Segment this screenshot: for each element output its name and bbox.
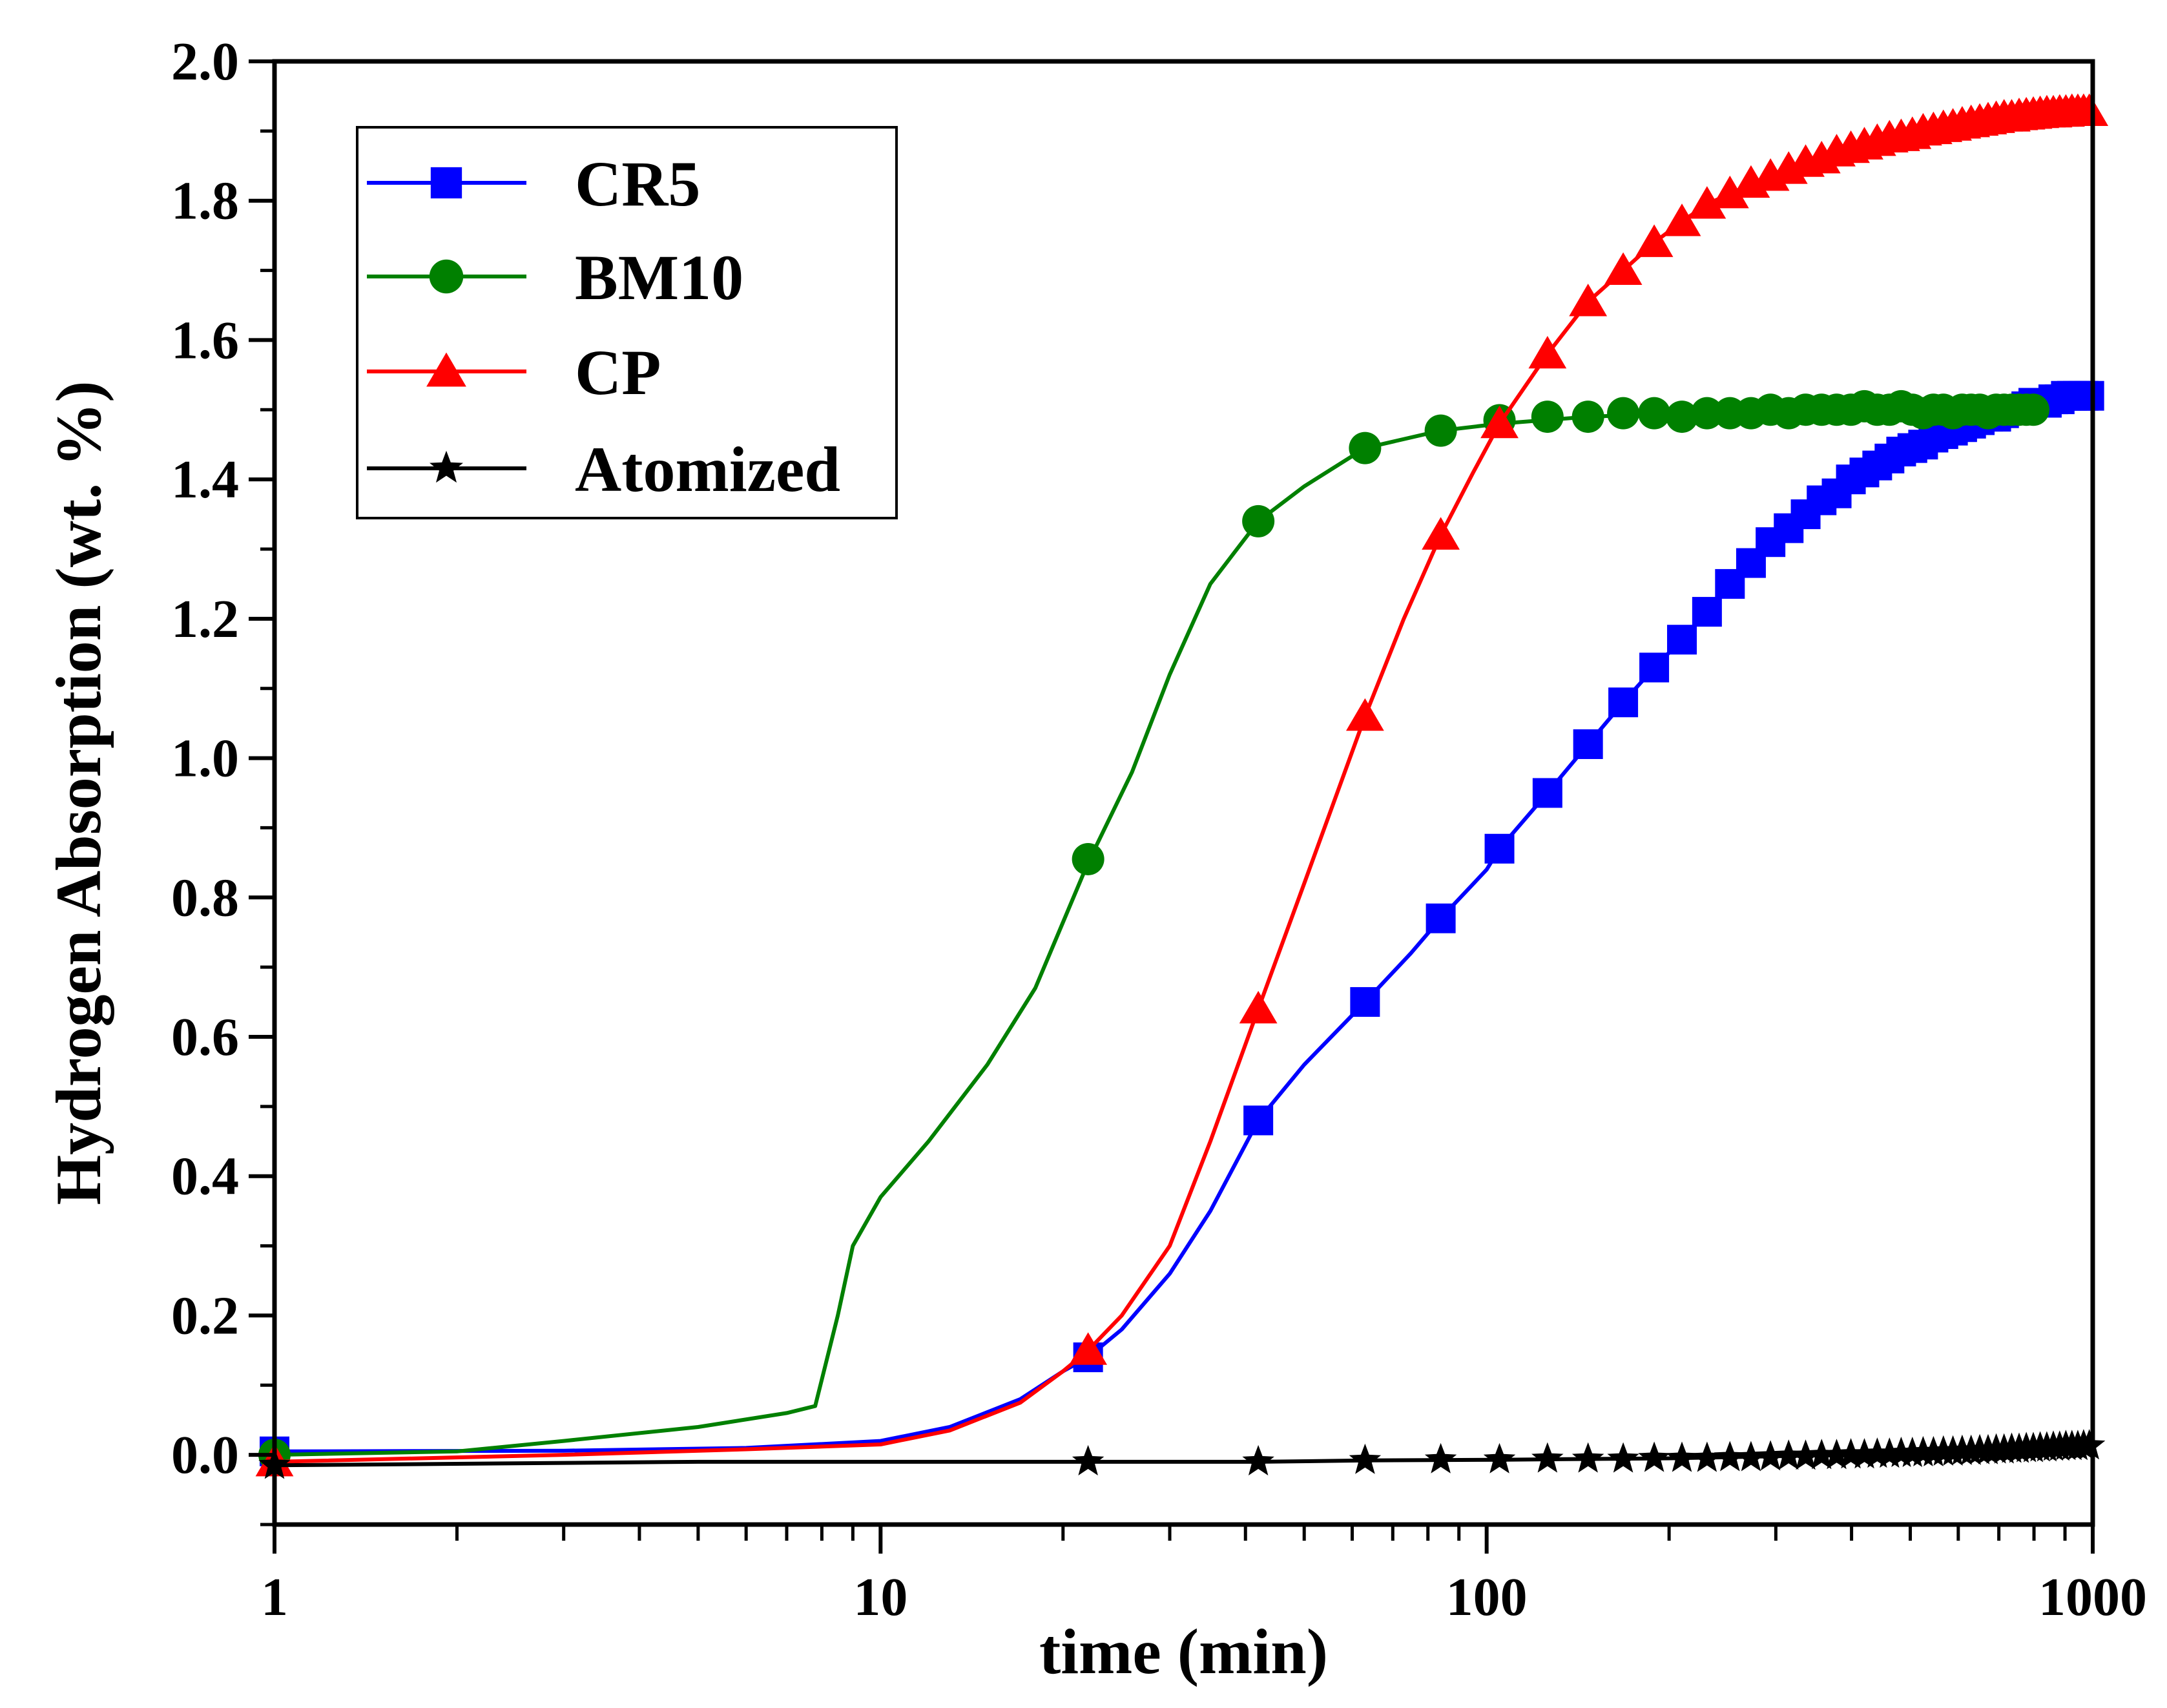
y-tick-label: 1.6 [171,310,239,370]
square-marker [2074,380,2104,411]
triangle-marker [1345,698,1384,731]
axes-layer: 0.0 0.2 0.4 0.6 0.8 1.0 1.2 1.4 1.6 1.8 2.0 1 10 100 1… [171,32,2147,1627]
star-marker [1820,1439,1853,1470]
legend-item-cp: CP [367,337,661,408]
circle-marker [1072,842,1104,875]
square-marker [1243,1105,1274,1136]
x-tick-label: 10 [853,1567,907,1627]
legend-item-cr5: CR5 [367,148,700,220]
triangle-marker [1480,405,1519,439]
star-marker [430,450,463,483]
circle-marker [1607,397,1640,430]
triangle-marker [1688,186,1726,219]
y-axis-title: Hydrogen Absorption (wt. %) [43,380,114,1205]
series-line [274,393,2093,1453]
legend-label: CR5 [575,148,700,220]
star-marker [1861,1437,1894,1468]
y-tick-label: 0.6 [171,1007,239,1067]
circle-marker [1242,505,1275,537]
star-marker [1571,1442,1604,1473]
square-marker [1667,625,1697,655]
triangle-marker [426,352,466,387]
plot-frame [272,59,2095,1527]
circle-marker [2017,393,2050,426]
star-marker [1805,1439,1838,1470]
series-atomized [258,1429,2106,1479]
series-line [274,408,2035,1457]
star-marker [1638,1441,1670,1472]
triangle-marker [1569,284,1608,317]
legend: CR5 BM10 CP Atomized [356,126,898,519]
y-tick-label: 0.8 [171,868,239,928]
star-marker [1691,1441,1723,1472]
star-marker [2073,1429,2106,1460]
triangle-marker [1635,224,1674,257]
square-marker [1484,833,1515,864]
circle-marker [1531,401,1564,433]
star-marker [1242,1444,1274,1475]
star-marker [1754,1440,1787,1471]
star-marker [1873,1437,1905,1468]
legend-label: CP [575,337,661,408]
triangle-marker [1663,203,1701,236]
square-marker [1350,987,1380,1017]
circle-marker [1571,401,1604,433]
legend-label: Atomized [575,433,840,505]
square-marker [430,167,462,199]
square-marker [1639,652,1670,683]
star-marker [1735,1441,1767,1472]
star-marker [1531,1442,1564,1473]
legend-label: BM10 [575,242,743,313]
y-tick-label: 0.4 [171,1147,239,1207]
square-marker [1608,687,1639,718]
x-axis-title: time (min) [1039,1616,1328,1687]
series-cr5 [260,380,2104,1466]
star-marker [1714,1441,1746,1472]
star-marker [1666,1441,1698,1472]
triangle-marker [1528,336,1567,369]
circle-marker [1349,432,1382,464]
y-tick-label: 1.4 [171,450,239,510]
star-marker [1834,1438,1867,1469]
legend-item-bm10: BM10 [367,242,743,313]
series-cp [255,93,2109,1477]
star-marker [1424,1442,1457,1474]
y-tick-label: 2.0 [171,32,239,92]
star-marker [1349,1443,1382,1474]
star-marker [1072,1444,1104,1475]
x-tick-label: 1 [261,1567,288,1627]
triangle-marker [1710,175,1749,209]
star-marker [1772,1439,1805,1470]
square-marker [1426,903,1456,933]
square-marker [1532,778,1562,808]
star-marker [1848,1438,1881,1469]
y-tick-label: 0.2 [171,1286,239,1346]
triangle-marker [2070,93,2109,127]
circle-marker [1666,401,1699,433]
circle-marker [1690,397,1723,430]
star-marker [1896,1437,1929,1467]
circle-marker [429,259,464,294]
square-marker [1692,597,1722,627]
triangle-marker [1239,990,1278,1024]
triangle-marker [1604,252,1643,285]
star-marker [1607,1442,1639,1473]
circle-marker [1424,414,1457,447]
series-layer [255,93,2109,1479]
y-tick-label: 0.0 [171,1425,239,1485]
x-tick-label: 1000 [2038,1567,2147,1627]
y-tick-label: 1.8 [171,171,239,231]
x-tick-label: 100 [1446,1567,1528,1627]
y-tick-label: 1.0 [171,729,239,789]
triangle-marker [1069,1332,1108,1365]
star-marker [1789,1439,1822,1470]
legend-item-atomized: Atomized [367,433,840,505]
star-marker [1483,1442,1516,1474]
circle-marker [1638,397,1671,430]
y-tick-label: 1.2 [171,589,239,649]
square-marker [1573,729,1603,759]
triangle-marker [1422,517,1460,550]
